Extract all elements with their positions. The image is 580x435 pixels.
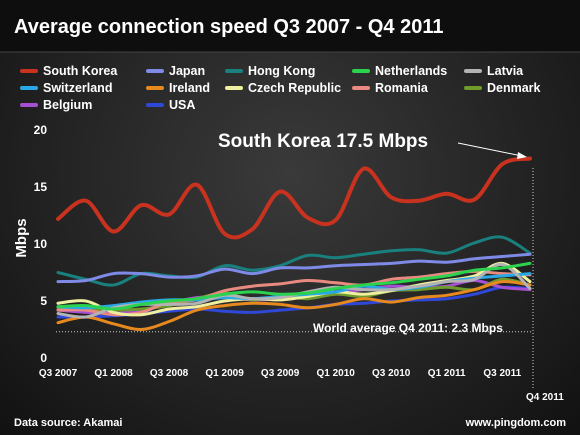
legend-item: Czech Republic xyxy=(225,81,341,95)
y-tick-label: 5 xyxy=(40,294,47,308)
title-bar: Average connection speed Q3 2007 - Q4 20… xyxy=(0,0,580,53)
series-line-japan xyxy=(56,252,532,284)
series-line-ireland xyxy=(56,280,532,332)
legend-item: South Korea xyxy=(20,64,118,78)
x-tick-label: Q1 2009 xyxy=(205,368,244,379)
legend-label: Switzerland xyxy=(43,81,112,95)
y-axis: Mbps 0 5 10 15 20 xyxy=(13,123,47,365)
x-tick-label: Q3 2007 xyxy=(39,368,78,379)
annotation-arrow-line xyxy=(457,142,523,157)
legend-label: Czech Republic xyxy=(248,81,341,95)
legend-label: Denmark xyxy=(487,81,541,95)
x-tick-label: Q3 2008 xyxy=(150,368,189,379)
legend-item: Ireland xyxy=(146,81,210,95)
x-axis: Q3 2007 Q1 2008 Q3 2008 Q1 2009 Q3 2009 Q1 20… xyxy=(39,368,522,379)
legend: South Korea Japan Hong Kong Netherlands Latv… xyxy=(20,64,541,112)
x-tick-label: Q3 2011 xyxy=(483,368,521,379)
legend-item: Hong Kong xyxy=(225,64,315,78)
series-line-romania xyxy=(56,269,532,317)
legend-label: Japan xyxy=(169,64,205,78)
series-line-south-korea xyxy=(56,156,532,240)
annotation-south-korea-text: South Korea 17.5 Mbps xyxy=(218,131,428,152)
x-tick-label: Q1 2008 xyxy=(94,368,133,379)
legend-item: Romania xyxy=(352,81,429,95)
annotation-south-korea: South Korea 17.5 Mbps xyxy=(218,131,527,159)
y-tick-label: 20 xyxy=(34,123,48,137)
series-line-netherlands xyxy=(56,261,532,311)
legend-label: Netherlands xyxy=(375,64,447,78)
legend-label: Latvia xyxy=(487,64,524,78)
legend-label: Romania xyxy=(375,81,429,95)
annotation-arrow-head xyxy=(517,152,527,159)
y-axis-label: Mbps xyxy=(13,218,30,257)
legend-item: Japan xyxy=(146,64,205,78)
y-tick-label: 0 xyxy=(40,351,47,365)
footer-site: www.pingdom.com xyxy=(465,417,567,429)
legend-item: Denmark xyxy=(464,81,541,95)
footer-source: Data source: Akamai xyxy=(14,417,122,429)
chart-title: Average connection speed Q3 2007 - Q4 20… xyxy=(14,16,443,38)
annotation-world-average: World average Q4 2011: 2.3 Mbps xyxy=(313,321,503,335)
y-tick-label: 15 xyxy=(34,180,48,194)
legend-item: Switzerland xyxy=(20,81,112,95)
x-tick-label: Q3 2010 xyxy=(372,368,411,379)
x-tick-last: Q4 2011 xyxy=(526,392,564,403)
legend-label: Belgium xyxy=(43,98,92,112)
legend-item: Latvia xyxy=(464,64,524,78)
x-tick-label: Q1 2010 xyxy=(316,368,355,379)
legend-label: Ireland xyxy=(169,81,210,95)
y-tick-label: 10 xyxy=(34,237,48,251)
legend-item: Netherlands xyxy=(352,64,447,78)
series-group xyxy=(56,156,532,332)
x-tick-label: Q1 2011 xyxy=(428,368,466,379)
legend-label: South Korea xyxy=(43,64,118,78)
legend-item: Belgium xyxy=(20,98,92,112)
legend-label: USA xyxy=(169,98,195,112)
legend-item: USA xyxy=(146,98,195,112)
x-tick-label: Q3 2009 xyxy=(261,368,300,379)
legend-label: Hong Kong xyxy=(248,64,315,78)
